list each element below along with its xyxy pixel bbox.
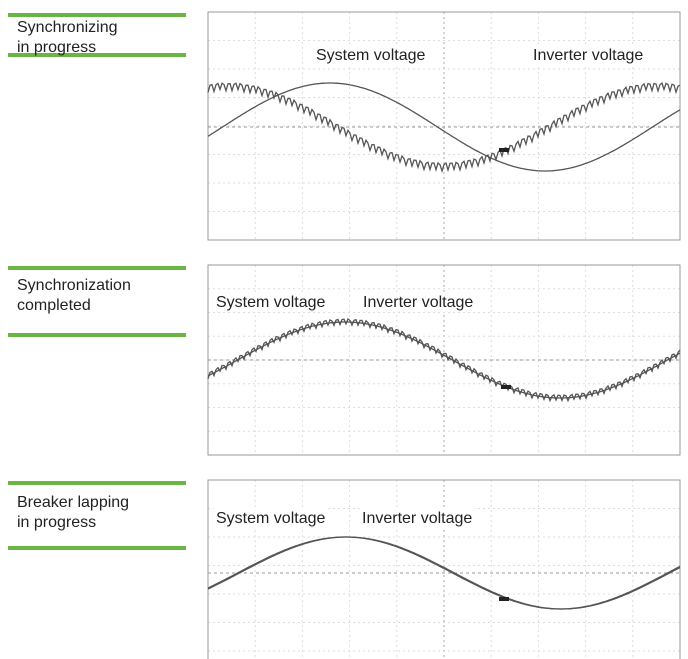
trace-label: Inverter voltage [362, 510, 472, 527]
green-bar [8, 333, 186, 337]
panel-label: Synchronization [17, 277, 131, 294]
panel-label: Breaker lapping [17, 494, 129, 511]
trace-label: System voltage [216, 294, 325, 311]
scope-panel: Breaker lapping in progress System voltage… [8, 480, 680, 659]
scope-panel: Synchronization completed System voltage In… [8, 265, 680, 455]
trace-label: System voltage [216, 510, 325, 527]
trigger-marker [499, 597, 509, 601]
green-bar [8, 481, 186, 485]
panel-label: Synchronizing [17, 19, 118, 36]
scope-panel: Synchronizing in progress System voltage In… [8, 12, 680, 240]
panel-label: in progress [17, 39, 96, 56]
trace-label: System voltage [316, 47, 425, 64]
panel-label: completed [17, 297, 91, 314]
panel-label: in progress [17, 514, 96, 531]
trigger-marker [499, 148, 509, 152]
green-bar [8, 266, 186, 270]
trace-label: Inverter voltage [533, 47, 643, 64]
green-bar [8, 546, 186, 550]
figure: Synchronizing in progress System voltage In… [0, 0, 688, 659]
trigger-marker [501, 385, 511, 389]
trace-label: Inverter voltage [363, 294, 473, 311]
green-bar [8, 13, 186, 17]
